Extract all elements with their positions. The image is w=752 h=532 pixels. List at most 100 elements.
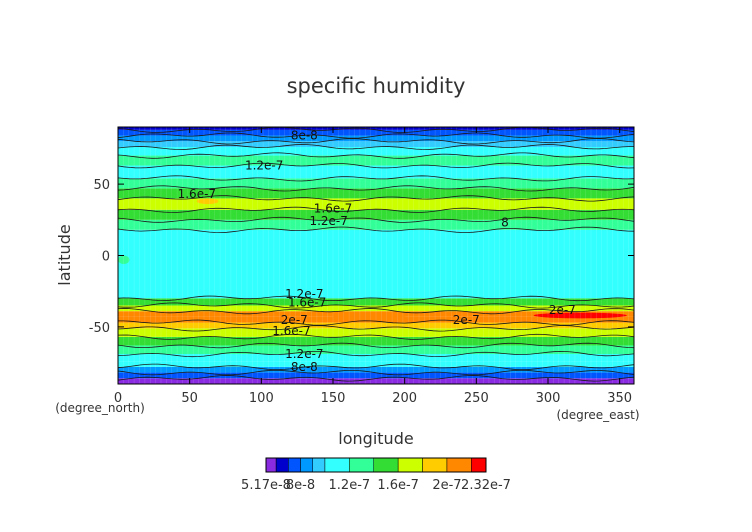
humidity-band — [118, 178, 634, 189]
humidity-band — [118, 229, 634, 299]
humidity-band — [118, 361, 634, 367]
colorbar-tick-label: 1.2e-7 — [329, 478, 371, 493]
humidity-band — [118, 188, 634, 199]
humidity-band — [118, 165, 634, 179]
colorbar-swatch — [324, 457, 350, 473]
y-tick-label: 0 — [102, 250, 110, 265]
contour-line — [117, 216, 635, 223]
contour-label: 1.6e-7 — [288, 296, 326, 310]
humidity-band — [118, 311, 634, 317]
colorbar-tick-label: 8e-8 — [286, 478, 315, 493]
contour-line — [117, 350, 635, 358]
contour-line — [117, 333, 635, 340]
x-axis-label: longitude — [338, 429, 413, 448]
humidity-band — [118, 328, 634, 337]
colorbar-frame — [265, 457, 487, 473]
chart-title: specific humidity — [287, 74, 466, 98]
contour-line — [117, 295, 635, 302]
contour-label: 1.6e-7 — [314, 201, 352, 215]
contour-label: 1.2e-7 — [309, 214, 347, 228]
contour-line — [117, 175, 635, 182]
colorbar-labels: 5.17e-88e-8 1.2e-7 1.6e-7 2e-7 2.32e-7 — [241, 478, 511, 493]
humidity-band — [118, 378, 634, 384]
x-tick-label: 0 — [114, 391, 122, 406]
contour-label: 2e-7 — [453, 313, 480, 327]
humidity-band — [118, 366, 634, 373]
x-tick-label: 300 — [536, 391, 561, 406]
humidity-band — [118, 146, 634, 156]
contour-lines — [117, 126, 635, 382]
humidity-patch — [533, 312, 627, 319]
contour-line — [117, 363, 635, 371]
x-tick-label: 100 — [249, 391, 274, 406]
contour-label: 1.6e-7 — [178, 187, 216, 201]
colorbar-swatch — [373, 457, 399, 473]
colorbar-swatch — [275, 457, 289, 473]
contour-labels: 8e-81.2e-71.6e-71.6e-71.2e-7 81.2e-71.6e-… — [178, 129, 576, 374]
contour-line — [117, 144, 634, 150]
colorbar-swatch — [288, 457, 301, 473]
colorbar-swatch — [446, 457, 472, 473]
x-tick-label: 250 — [464, 391, 489, 406]
humidity-patch — [118, 255, 130, 265]
contour-line — [117, 138, 635, 145]
humidity-band — [118, 155, 634, 166]
colorbar-tick-label: 2e-7 — [432, 478, 461, 493]
contour-line — [117, 195, 635, 202]
contour-line — [117, 226, 635, 234]
humidity-band — [118, 219, 634, 230]
y-tick-label: -50 — [89, 321, 110, 336]
colorbar-tick-label: 2.32e-7 — [461, 478, 511, 493]
contour-label: 1.2e-7 — [285, 287, 323, 301]
humidity-bands — [118, 127, 634, 384]
y-tick-label: 50 — [93, 178, 110, 193]
colorbar-swatch — [349, 457, 374, 473]
contour-line — [117, 152, 635, 159]
vertical-gridlines — [117, 127, 635, 384]
contour-label: 2e-7 — [281, 313, 308, 327]
contour-line — [117, 342, 635, 349]
humidity-band — [118, 135, 634, 142]
contour-label: 2e-7 — [549, 303, 576, 317]
humidity-patch — [333, 314, 405, 320]
x-unit-label: (degree_east) — [556, 408, 639, 422]
contour-line — [117, 185, 635, 192]
humidity-band — [118, 129, 634, 136]
contour-line — [117, 375, 635, 382]
colorbar-swatch — [265, 457, 277, 473]
x-tick-label: 350 — [607, 391, 632, 406]
humidity-band — [118, 372, 634, 379]
x-tick-label: 50 — [181, 391, 198, 406]
contour-line — [117, 325, 635, 332]
contour-label: 1.2e-7 — [245, 159, 283, 173]
humidity-band — [118, 354, 634, 362]
humidity-band — [118, 336, 634, 346]
humidity-band — [118, 345, 634, 355]
contour-line — [117, 302, 635, 309]
x-tick-label: 150 — [321, 391, 346, 406]
y-unit-label: (degree_north) — [55, 401, 145, 415]
colorbar-swatch — [422, 457, 448, 473]
humidity-patches — [118, 198, 627, 320]
contour-label: 8e-8 — [291, 129, 318, 143]
contour-line — [117, 308, 635, 315]
y-axis-label: latitude — [55, 224, 74, 285]
humidity-band — [118, 322, 634, 329]
contour-line — [117, 206, 635, 213]
humidity-patch — [196, 198, 219, 205]
y-axis-ticks: -50 0 50 — [89, 178, 634, 336]
colorbar-swatch — [397, 457, 423, 473]
humidity-band — [118, 198, 634, 210]
colorbar-tick-label: 1.6e-7 — [377, 478, 419, 493]
contour-line — [117, 132, 635, 139]
contour-label: 1.2e-7 — [285, 347, 323, 361]
colorbar-swatch — [471, 457, 487, 473]
humidity-band — [118, 298, 634, 306]
contour-line — [118, 319, 635, 326]
colorbar — [265, 457, 487, 473]
humidity-band — [118, 127, 634, 130]
humidity-band — [118, 141, 634, 147]
plot-area: 8e-81.2e-71.6e-71.6e-71.2e-7 81.2e-71.6e-… — [117, 126, 635, 385]
x-axis-ticks: 0 50 100 150 200 250 300 350 — [114, 127, 632, 406]
